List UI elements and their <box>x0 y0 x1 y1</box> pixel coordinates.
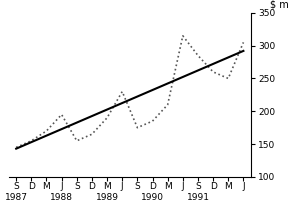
Y-axis label: $ m: $ m <box>270 0 289 9</box>
